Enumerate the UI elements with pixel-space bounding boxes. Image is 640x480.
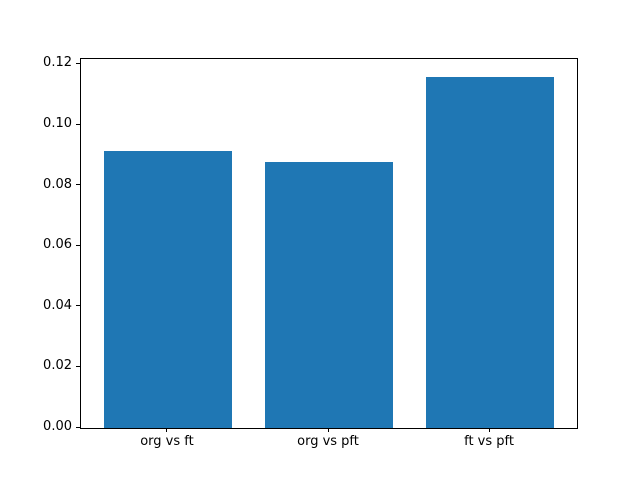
bar bbox=[425, 76, 555, 428]
x-tick-mark bbox=[327, 428, 329, 432]
bar bbox=[103, 151, 233, 428]
y-tick-mark bbox=[76, 62, 80, 64]
y-tick-mark bbox=[76, 184, 80, 186]
y-tick-label: 0.02 bbox=[43, 358, 72, 374]
y-tick-mark bbox=[76, 123, 80, 125]
y-tick-label: 0.00 bbox=[43, 419, 72, 434]
y-tick-label: 0.08 bbox=[43, 176, 72, 192]
x-tick-label: ft vs pft bbox=[464, 434, 514, 449]
y-tick-label: 0.04 bbox=[43, 297, 72, 313]
y-tick-mark bbox=[76, 426, 80, 428]
y-tick-mark bbox=[76, 305, 80, 307]
bar bbox=[264, 162, 394, 428]
x-tick-label: org vs pft bbox=[297, 434, 359, 449]
x-tick-mark bbox=[166, 428, 168, 432]
plot-area bbox=[80, 58, 578, 429]
x-tick-mark bbox=[488, 428, 490, 432]
y-tick-label: 0.12 bbox=[43, 55, 72, 71]
y-tick-mark bbox=[76, 365, 80, 367]
y-tick-label: 0.06 bbox=[43, 237, 72, 253]
x-tick-label: org vs ft bbox=[140, 434, 194, 449]
y-tick-mark bbox=[76, 244, 80, 246]
y-tick-label: 0.10 bbox=[43, 116, 72, 132]
